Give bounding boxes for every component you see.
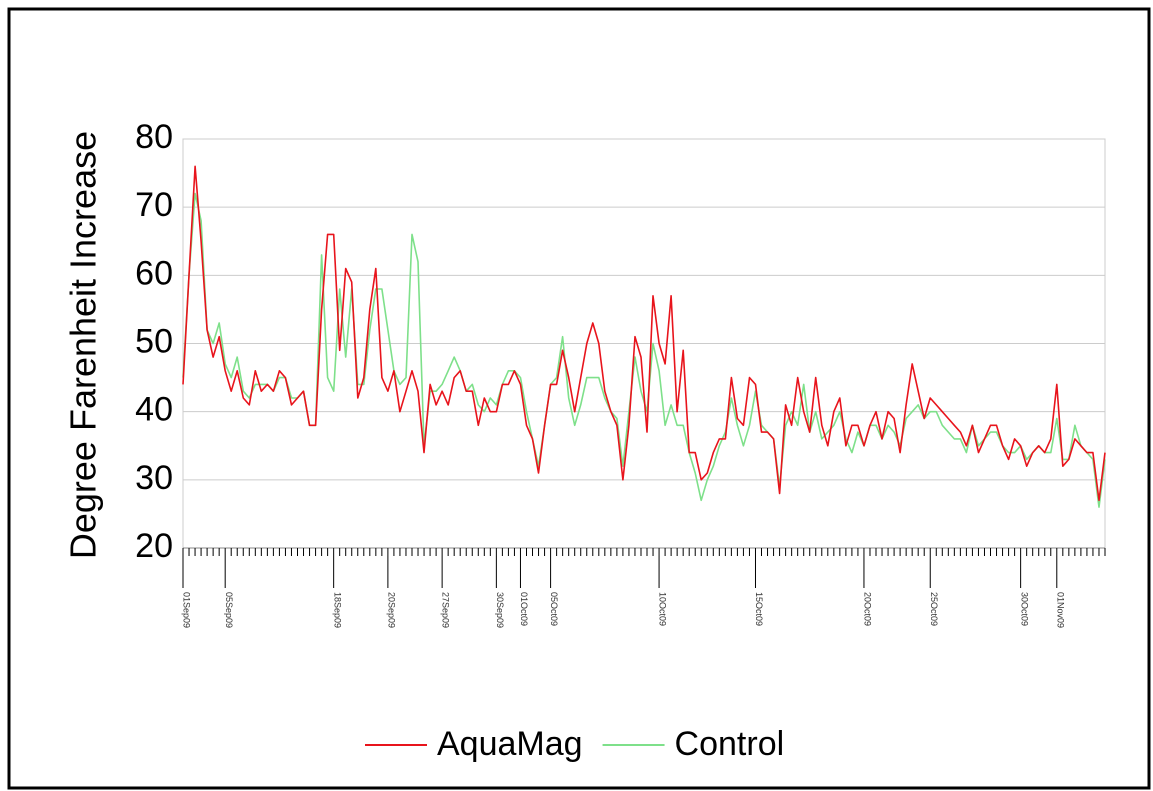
y-tick-label: 20 <box>135 527 173 565</box>
x-tick-label: 20Sep09 <box>387 592 397 628</box>
legend-label: Control <box>675 725 785 763</box>
x-tick-label: 18Sep09 <box>332 592 342 628</box>
x-tick-label: 20Oct09 <box>863 592 873 626</box>
legend-label: AquaMag <box>437 725 583 763</box>
y-tick-label: 60 <box>135 254 173 292</box>
y-tick-label: 30 <box>135 459 173 497</box>
y-tick-label: 80 <box>135 118 173 156</box>
x-tick-label: 01Sep09 <box>182 592 192 628</box>
x-tick-label: 30Oct09 <box>1019 592 1029 626</box>
x-tick-label: 30Sep09 <box>495 592 505 628</box>
y-tick-label: 40 <box>135 391 173 429</box>
x-tick-label: 05Sep09 <box>224 592 234 628</box>
x-tick-label: 01Oct09 <box>519 592 529 626</box>
y-tick-label: 50 <box>135 322 173 360</box>
y-tick-label: 70 <box>135 186 173 224</box>
x-tick-label: 15Oct09 <box>754 592 764 626</box>
x-tick-label: 05Oct09 <box>549 592 559 626</box>
x-tick-label: 25Oct09 <box>929 592 939 626</box>
x-tick-label: 10Oct09 <box>658 592 668 626</box>
x-tick-label: 01Nov09 <box>1055 592 1065 628</box>
y-axis-title: Degree Farenheit Increase <box>63 131 104 559</box>
series-line <box>182 165 1106 502</box>
x-tick-label: 27Sep09 <box>441 592 451 628</box>
